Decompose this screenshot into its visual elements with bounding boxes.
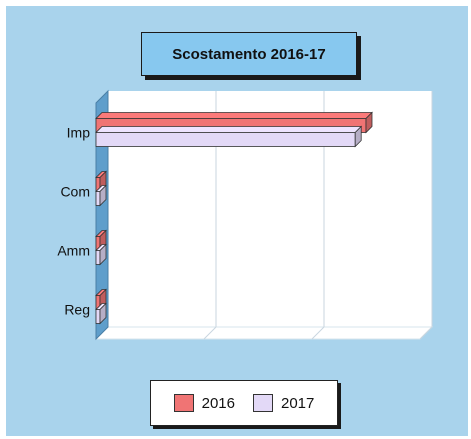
bar-side-2017-com bbox=[99, 184, 107, 207]
category-label-com: Com bbox=[60, 184, 90, 200]
bar-side-2017-amm bbox=[99, 243, 107, 266]
legend-item-2016: 2016 bbox=[173, 394, 235, 412]
chart-title: Scostamento 2016-17 bbox=[141, 32, 357, 76]
bar-side-2017-imp bbox=[354, 125, 362, 148]
legend-item-2017: 2017 bbox=[253, 394, 314, 412]
category-label-imp: Imp bbox=[67, 125, 91, 141]
bar-side-2017-reg bbox=[99, 302, 107, 325]
grid-line-floor bbox=[419, 326, 433, 340]
legend-swatch-2017 bbox=[253, 394, 273, 412]
legend-swatch-2016 bbox=[173, 394, 194, 412]
plot-back-wall bbox=[108, 91, 432, 327]
bar-2017-reg bbox=[95, 309, 101, 324]
chart-legend: 2016 2017 bbox=[150, 380, 338, 426]
grid-line-floor bbox=[203, 326, 217, 340]
legend-label-2016: 2016 bbox=[201, 394, 235, 412]
bar-top-2016-imp bbox=[95, 112, 373, 119]
bar-2017-com bbox=[95, 191, 101, 206]
category-label-amm: Amm bbox=[57, 243, 90, 259]
bar-2017-amm bbox=[95, 250, 101, 265]
bar-side-2016-imp bbox=[365, 111, 373, 134]
bar-2017-imp bbox=[95, 132, 356, 147]
legend-label-2017: 2017 bbox=[281, 394, 315, 412]
plot-floor bbox=[94, 326, 434, 340]
bar-top-2017-imp bbox=[95, 126, 363, 133]
category-label-reg: Reg bbox=[64, 302, 90, 318]
grid-line-floor bbox=[311, 326, 325, 340]
